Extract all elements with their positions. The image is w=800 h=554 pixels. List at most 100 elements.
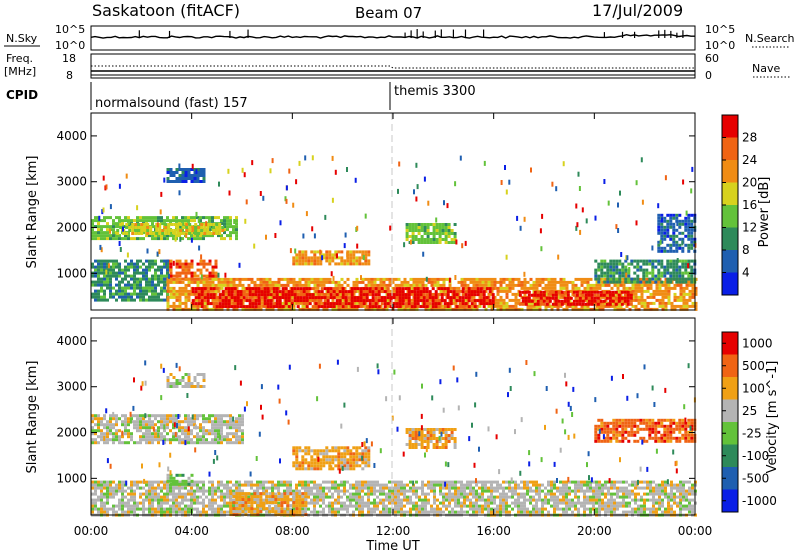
heatmap-cell: [175, 504, 178, 508]
heatmap-cell: [250, 492, 253, 496]
heatmap-cell: [298, 483, 301, 487]
heatmap-cell: [455, 293, 459, 297]
heatmap-cell: [675, 234, 679, 238]
heatmap-cell: [97, 426, 100, 430]
heatmap-cell: [139, 486, 142, 490]
heatmap-cell: [91, 420, 94, 424]
heatmap-cell: [226, 234, 229, 238]
heatmap-cell: [651, 268, 655, 272]
heatmap-cell: [278, 302, 282, 306]
heatmap-cell: [169, 174, 173, 177]
heatmap-cell: [622, 301, 626, 305]
heatmap-cell: [142, 274, 145, 278]
heatmap-cell: [103, 507, 106, 511]
heatmap-cell: [461, 305, 465, 309]
heatmap-cell: [688, 304, 692, 308]
heatmap-cell: [148, 501, 151, 505]
heatmap-cell: [660, 240, 664, 244]
heatmap-cell: [319, 262, 323, 266]
heatmap-cell: [116, 232, 120, 235]
heatmap-cell: [136, 286, 139, 290]
heatmap-cell: [411, 235, 415, 238]
heatmap-cell: [145, 438, 148, 442]
heatmap-cell: [266, 299, 270, 303]
heatmap-cell: [142, 501, 145, 505]
heatmap-cell: [142, 438, 145, 442]
heatmap-cell: [316, 277, 320, 281]
heatmap-cell: [251, 287, 255, 291]
heatmap-cell: [314, 302, 318, 306]
heatmap-cell: [298, 160, 301, 166]
heatmap-cell: [694, 286, 698, 290]
heatmap-cell: [218, 305, 222, 309]
heatmap-cell: [103, 262, 106, 266]
heatmap-cell: [589, 286, 593, 290]
heatmap-cell: [184, 417, 187, 421]
heatmap-cell: [181, 271, 185, 275]
heatmap-cell: [463, 307, 467, 311]
heatmap-cell: [631, 304, 635, 308]
heatmap-cell: [356, 225, 359, 231]
heatmap-cell: [184, 289, 188, 293]
heatmap-cell: [329, 305, 333, 309]
heatmap-cell: [265, 234, 267, 240]
heatmap-cell: [190, 420, 193, 424]
heatmap-cell: [499, 277, 503, 281]
heatmap-cell: [127, 417, 130, 421]
heatmap-cell: [190, 438, 193, 442]
heatmap-cell: [157, 480, 160, 484]
heatmap-cell: [160, 498, 163, 502]
heatmap-cell: [358, 262, 362, 266]
heatmap-cell: [202, 216, 205, 220]
heatmap-cell: [367, 250, 371, 254]
heatmap-cell: [148, 507, 151, 511]
heatmap-cell: [229, 219, 232, 223]
heatmap-cell: [148, 504, 151, 508]
heatmap-cell: [169, 286, 173, 290]
heatmap-cell: [169, 277, 173, 281]
heatmap-cell: [124, 216, 127, 220]
heatmap-cell: [577, 286, 581, 290]
heatmap-cell: [364, 277, 368, 281]
heatmap-cell: [190, 429, 193, 433]
heatmap-cell: [109, 228, 111, 234]
heatmap-cell: [136, 280, 139, 284]
heatmap-cell: [278, 290, 282, 294]
heatmap-cell: [196, 234, 199, 238]
heatmap-cell: [685, 304, 689, 308]
heatmap-cell: [636, 265, 640, 269]
heatmap-cell: [690, 259, 694, 263]
heatmap-cell: [536, 299, 540, 303]
heatmap-cell: [427, 304, 431, 308]
heatmap-cell: [230, 296, 234, 300]
heatmap-cell: [232, 483, 235, 487]
heatmap-cell: [287, 293, 291, 297]
heatmap-cell: [226, 219, 229, 223]
heatmap-cell: [163, 234, 166, 238]
heatmap-cell: [100, 423, 103, 427]
heatmap-cell: [622, 307, 626, 311]
heatmap-cell: [586, 277, 590, 281]
heatmap-cell: [118, 216, 121, 220]
heatmap-cell: [206, 299, 210, 303]
heatmap-cell: [94, 432, 97, 436]
heatmap-cell: [91, 231, 94, 235]
heatmap-cell: [106, 426, 109, 430]
heatmap-cell: [359, 302, 363, 306]
heatmap-cell: [441, 223, 445, 226]
heatmap-cell: [169, 259, 173, 263]
heatmap-cell: [577, 292, 581, 296]
heatmap-cell: [675, 280, 679, 284]
heatmap-cell: [130, 483, 133, 487]
heatmap-cell: [438, 223, 442, 226]
heatmap-cell: [691, 289, 695, 293]
heatmap-cell: [660, 271, 664, 275]
heatmap-cell: [166, 234, 169, 238]
heatmap-cell: [447, 229, 451, 232]
heatmap-cell: [199, 423, 202, 427]
heatmap-cell: [414, 226, 418, 229]
heatmap-cell: [688, 295, 692, 299]
heatmap-cell: [145, 292, 148, 296]
heatmap-cell: [445, 307, 449, 311]
heatmap-cell: [211, 277, 215, 281]
